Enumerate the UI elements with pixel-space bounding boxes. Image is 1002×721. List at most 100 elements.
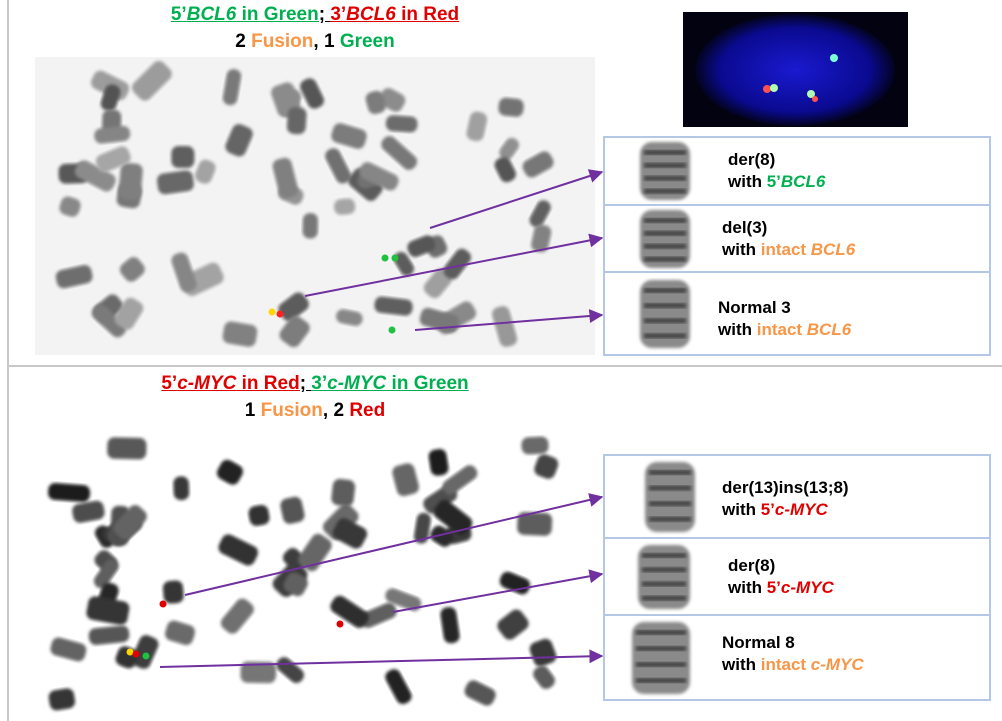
chromosome xyxy=(423,268,452,299)
chromosome xyxy=(531,224,552,253)
chromosome xyxy=(407,235,436,257)
text: der(8) xyxy=(728,556,776,575)
chromosome xyxy=(365,90,386,115)
text: BCL6 xyxy=(810,240,856,259)
chromosome xyxy=(59,196,81,217)
chromosome xyxy=(107,437,147,460)
chromosome xyxy=(649,501,691,507)
text: 1 xyxy=(244,400,261,421)
chromosome xyxy=(173,476,190,501)
text: Normal 8 xyxy=(722,633,795,652)
text: c-MYC xyxy=(774,500,828,519)
inset-label: del(3) with intact BCL6 xyxy=(722,217,855,261)
text: in Red xyxy=(236,373,300,394)
signal xyxy=(763,85,771,93)
chromosome xyxy=(464,680,496,706)
fish-signal xyxy=(268,308,276,316)
chromosome xyxy=(165,620,195,646)
fish-signal xyxy=(132,650,140,658)
chromosome xyxy=(534,454,559,479)
inset-box xyxy=(603,136,991,356)
chromosome xyxy=(642,553,686,558)
chromosome xyxy=(95,146,131,173)
text: der(13)ins(13;8) xyxy=(722,478,849,497)
chromosome xyxy=(359,162,399,191)
text: BCL6 xyxy=(806,320,852,339)
chromosome xyxy=(114,297,144,330)
chromosomes xyxy=(48,60,695,711)
chromosome xyxy=(649,470,691,475)
chromosome xyxy=(644,303,686,309)
chromosome xyxy=(433,499,473,536)
text: intact xyxy=(760,240,811,259)
chromosome xyxy=(644,175,686,181)
signal xyxy=(830,54,838,62)
text: with xyxy=(722,655,761,674)
chromosome xyxy=(286,107,307,135)
text: BCL6 xyxy=(346,4,396,25)
chromosome xyxy=(195,159,216,184)
chromosome xyxy=(276,657,305,683)
chromosome xyxy=(332,518,368,549)
chromosome xyxy=(644,162,686,168)
text: 5’ xyxy=(161,373,178,394)
chromosome xyxy=(498,97,524,117)
chromosome xyxy=(279,315,310,348)
text: in Green xyxy=(236,4,319,25)
chromosome xyxy=(132,60,172,101)
inset-box xyxy=(603,454,991,701)
inset-label: Normal 8 with intact c-MYC xyxy=(722,632,864,676)
chromosome xyxy=(50,637,87,662)
chromosome xyxy=(644,230,686,236)
chromosome xyxy=(385,588,422,612)
chromosome xyxy=(48,688,76,711)
chromosome xyxy=(325,148,351,184)
chromosome xyxy=(216,459,243,485)
chromosome xyxy=(649,485,691,491)
text: with xyxy=(728,578,767,597)
text: intact xyxy=(756,320,807,339)
chromosome xyxy=(636,646,686,651)
fish-signal xyxy=(388,326,396,334)
chromosome xyxy=(533,665,555,689)
text: Fusion xyxy=(251,31,314,52)
signal xyxy=(807,90,815,98)
chromosome xyxy=(645,462,695,532)
text: ; xyxy=(299,373,312,394)
chromosome xyxy=(499,137,519,160)
inset-label: der(13)ins(13;8) with 5’c-MYC xyxy=(722,477,849,521)
chromosome xyxy=(240,661,277,684)
chromosome xyxy=(649,516,691,522)
text: , 1 xyxy=(313,31,340,52)
chromosome xyxy=(118,162,143,200)
chromosome xyxy=(644,150,686,155)
signal xyxy=(770,84,778,92)
text: Red xyxy=(349,400,386,421)
chromosome xyxy=(55,265,93,289)
chromosome xyxy=(644,243,686,249)
fish-signal xyxy=(159,600,167,608)
chromosome xyxy=(644,288,686,293)
fish-signal xyxy=(126,648,134,656)
chromosome xyxy=(171,252,197,293)
chromosome xyxy=(225,124,253,157)
text: in Green xyxy=(386,373,469,394)
chromosome xyxy=(48,483,91,502)
chromosome xyxy=(492,306,518,347)
chromosome xyxy=(466,111,488,142)
chromosome xyxy=(283,572,308,597)
text: Fusion xyxy=(260,400,323,421)
text: 3’ xyxy=(311,373,328,394)
bottom-subtitle: 1 Fusion, 2 Red xyxy=(0,400,630,422)
top-title: 5’BCL6 in Green; 3’BCL6 in Red xyxy=(0,4,630,26)
chromosome xyxy=(360,602,397,628)
chromosome xyxy=(529,638,557,667)
inset-label: der(8) with 5’c-MYC xyxy=(728,555,834,599)
chromosome xyxy=(644,333,686,339)
chromosome xyxy=(642,567,686,573)
text: 3’ xyxy=(330,4,347,25)
chromosome xyxy=(248,504,270,526)
text: c-MYC xyxy=(780,578,834,597)
